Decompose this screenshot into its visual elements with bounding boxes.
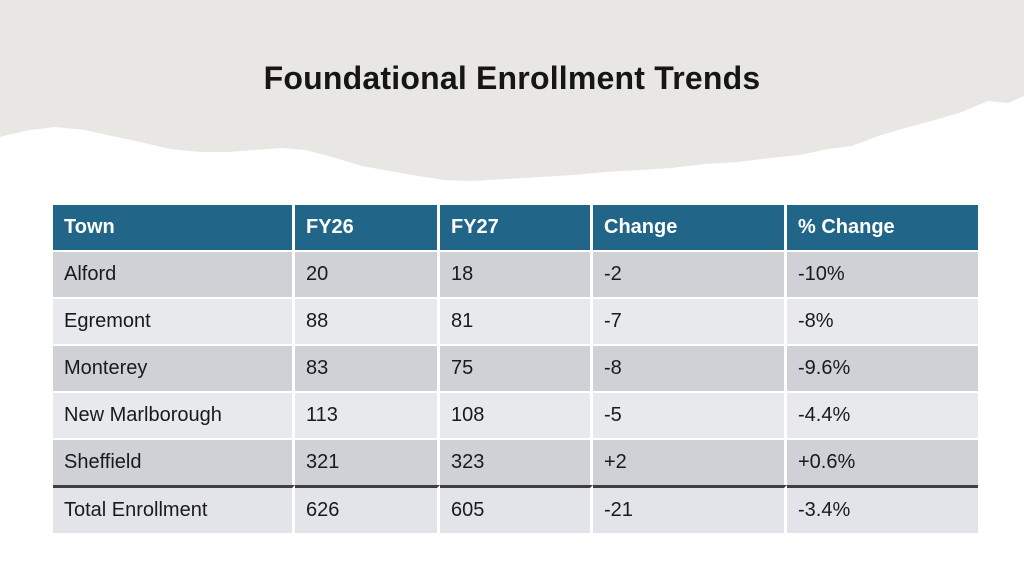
cell-fy26: 321 [295,440,440,485]
cell-total-fy26: 626 [295,485,440,533]
slide-title: Foundational Enrollment Trends [263,60,761,96]
cell-fy27: 108 [440,393,593,440]
cell-fy27: 81 [440,299,593,346]
cell-town: Alford [53,252,295,299]
table-row-monterey: Monterey 83 75 -8 -9.6% [53,346,978,393]
table-row-egremont: Egremont 88 81 -7 -8% [53,299,978,346]
table-total-row: Total Enrollment 626 605 -21 -3.4% [53,485,978,533]
cell-pct-change: +0.6% [787,440,978,485]
cell-total-change: -21 [593,485,787,533]
cell-change: +2 [593,440,787,485]
cell-town: New Marlborough [53,393,295,440]
header-town: Town [53,205,295,252]
cell-change: -7 [593,299,787,346]
cell-change: -8 [593,346,787,393]
cell-town: Monterey [53,346,295,393]
cell-change: -5 [593,393,787,440]
cell-town: Sheffield [53,440,295,485]
table-row-new-marlborough: New Marlborough 113 108 -5 -4.4% [53,393,978,440]
cell-pct-change: -8% [787,299,978,346]
cell-fy26: 20 [295,252,440,299]
cell-pct-change: -10% [787,252,978,299]
cell-town: Egremont [53,299,295,346]
enrollment-table: Town FY26 FY27 Change % Change Alford 20… [53,205,978,533]
cell-pct-change: -9.6% [787,346,978,393]
torn-paper-banner [0,0,1024,181]
cell-total-label: Total Enrollment [53,485,295,533]
cell-pct-change: -4.4% [787,393,978,440]
header-fy27: FY27 [440,205,593,252]
cell-fy26: 113 [295,393,440,440]
cell-fy26: 83 [295,346,440,393]
cell-fy27: 75 [440,346,593,393]
table-row-sheffield: Sheffield 321 323 +2 +0.6% [53,440,978,485]
cell-fy26: 88 [295,299,440,346]
table-row-alford: Alford 20 18 -2 -10% [53,252,978,299]
table-header-row: Town FY26 FY27 Change % Change [53,205,978,252]
cell-change: -2 [593,252,787,299]
header-change: Change [593,205,787,252]
cell-total-fy27: 605 [440,485,593,533]
cell-fy27: 18 [440,252,593,299]
cell-total-pct-change: -3.4% [787,485,978,533]
header-fy26: FY26 [295,205,440,252]
header-pct-change: % Change [787,205,978,252]
cell-fy27: 323 [440,440,593,485]
